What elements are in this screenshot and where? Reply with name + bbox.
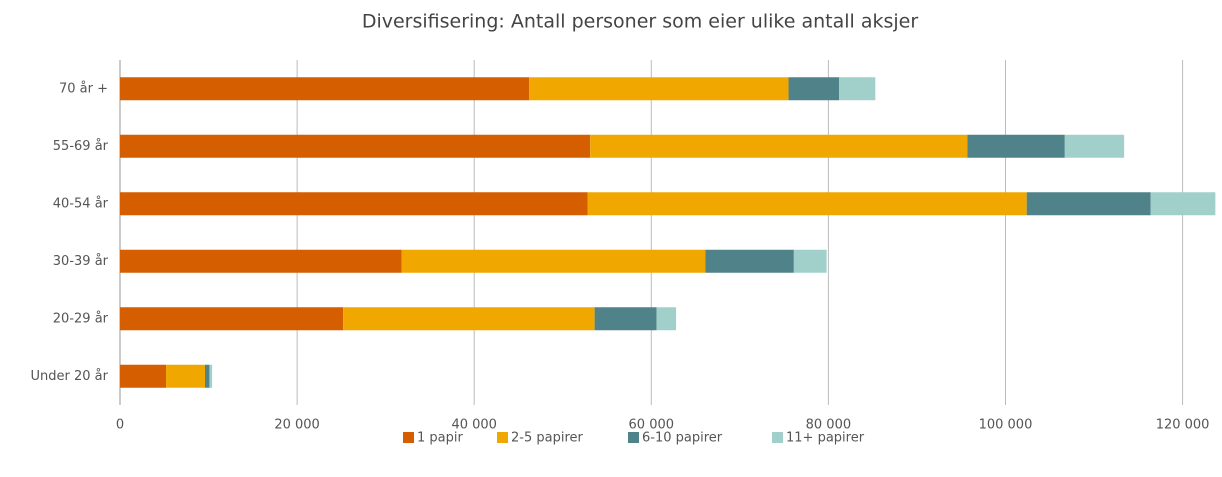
bar-segment [120,192,588,216]
y-tick-label: 30-39 år [53,254,109,269]
bar-segment [166,364,206,388]
y-tick-label: 40-54 år [53,196,109,211]
bar-segment [967,134,1065,158]
x-tick-label: 40 000 [451,418,497,433]
bar-segment [120,249,402,273]
x-tick-label: 100 000 [979,418,1033,433]
bar-segment [1026,192,1151,216]
bar-segment [788,77,840,101]
bar-segment [120,364,167,388]
bar-segment [343,307,595,331]
legend-label: 11+ papirer [786,431,865,446]
bar-segment [401,249,706,273]
bar-segment [590,134,968,158]
bar-segment [839,77,876,101]
y-tick-label: 55-69 år [53,139,109,154]
y-tick-label: 70 år + [59,81,108,96]
legend-swatch [628,432,639,443]
legend-swatch [772,432,783,443]
bar-segment [705,249,794,273]
legend-swatch [403,432,414,443]
bar-segment [1064,134,1125,158]
bar-segment [656,307,677,331]
x-tick-label: 60 000 [629,418,675,433]
bar-segment [120,77,530,101]
x-tick-label: 120 000 [1156,418,1210,433]
y-tick-label: Under 20 år [31,369,109,384]
legend-label: 2-5 papirer [511,431,584,446]
bar-segment [529,77,789,101]
bar-segment [793,249,827,273]
x-tick-label: 80 000 [806,418,852,433]
x-tick-label: 0 [116,418,124,433]
bar-segment [587,192,1027,216]
bar-segment [205,364,210,388]
legend-swatch [497,432,508,443]
bar-segment [120,134,591,158]
bar-segment [1150,192,1216,216]
bar-segment [209,364,213,388]
bar-segment [120,307,344,331]
y-tick-label: 20-29 år [53,311,109,326]
legend-label: 1 papir [417,431,463,446]
chart-title: Diversifisering: Antall personer som eie… [362,11,919,33]
legend-label: 6-10 papirer [642,431,723,446]
bar-segment [594,307,657,331]
x-tick-label: 20 000 [274,418,320,433]
